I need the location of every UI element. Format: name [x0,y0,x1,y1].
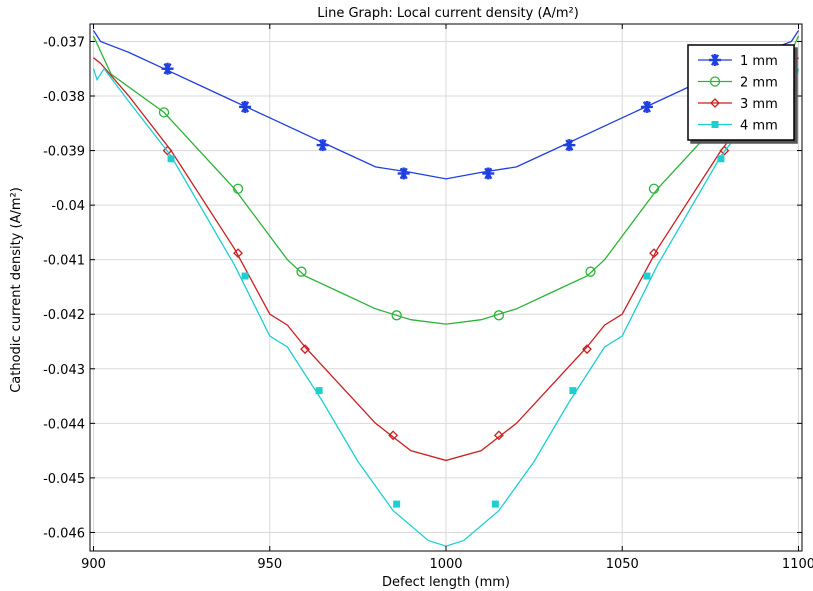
legend-marker [709,76,721,87]
y-tick-label: -0.043 [43,363,85,378]
y-tick-label: -0.038 [43,90,85,105]
series-line [92,35,800,325]
legend-marker [710,98,720,108]
y-tick-label: -0.046 [43,526,85,541]
axis-ticks: 900 950 1000 1050 1100 -0.037 -0.038 -0.039 -0.0… [43,24,813,572]
x-tick-label: 1100 [782,557,813,572]
chart-title: Line Graph: Local current density (A/m²) [317,6,579,21]
legend-item: 3 mm [698,97,778,112]
data-point [585,266,596,277]
data-point [315,387,323,395]
series-line [93,57,799,462]
data-point [161,62,174,75]
y-tick-label: -0.039 [43,145,85,160]
data-point [241,272,249,280]
data-point [397,167,410,180]
data-point [233,248,243,259]
data-point [316,139,329,152]
legend-label: 1 mm [740,54,778,69]
legend-item: 1 mm [698,54,778,69]
data-point [300,344,310,355]
data-point [640,100,653,113]
data-point [643,272,651,280]
data-point [717,155,725,163]
data-point [482,167,495,180]
y-tick-label: -0.045 [43,472,85,487]
legend: 1 mm 2 mm 3 mm 4 mm [687,44,795,141]
legend-marker [711,121,719,128]
x-axis-title: Defect length (mm) [382,575,510,590]
legend-label: 3 mm [740,97,778,112]
data-point [719,145,730,156]
data-point [162,145,173,156]
legend-item: 4 mm [698,119,778,134]
y-tick-label: -0.041 [43,254,85,269]
x-tick-label: 1000 [429,557,462,572]
data-point [391,310,402,321]
y-axis-title: Cathodic current density (A/m²) [9,187,24,393]
data-point [158,107,170,118]
legend-marker [709,54,721,66]
data-point [393,500,401,508]
legend-label: 2 mm [740,76,778,91]
data-point [563,139,576,152]
grid [90,24,802,551]
y-tick-label: -0.04 [51,199,85,214]
data-point [296,266,307,277]
data-point [493,310,505,321]
data-point [232,183,244,194]
data-point [388,430,399,441]
data-point [239,100,252,113]
y-tick-label: -0.042 [43,308,85,323]
series-layer [92,30,800,547]
legend-item: 2 mm [698,76,778,91]
x-tick-label: 1050 [606,557,639,572]
data-point [582,344,592,355]
x-tick-label: 950 [257,557,282,572]
data-point [648,183,660,194]
x-tick-label: 900 [81,557,106,572]
data-point [493,430,504,441]
y-tick-label: -0.044 [43,417,85,432]
data-point [491,500,499,508]
data-point [569,387,577,395]
data-point [167,155,175,163]
y-tick-label: -0.037 [43,35,85,50]
series-2 [93,57,799,462]
data-point [649,248,659,259]
legend-label: 4 mm [740,119,778,134]
